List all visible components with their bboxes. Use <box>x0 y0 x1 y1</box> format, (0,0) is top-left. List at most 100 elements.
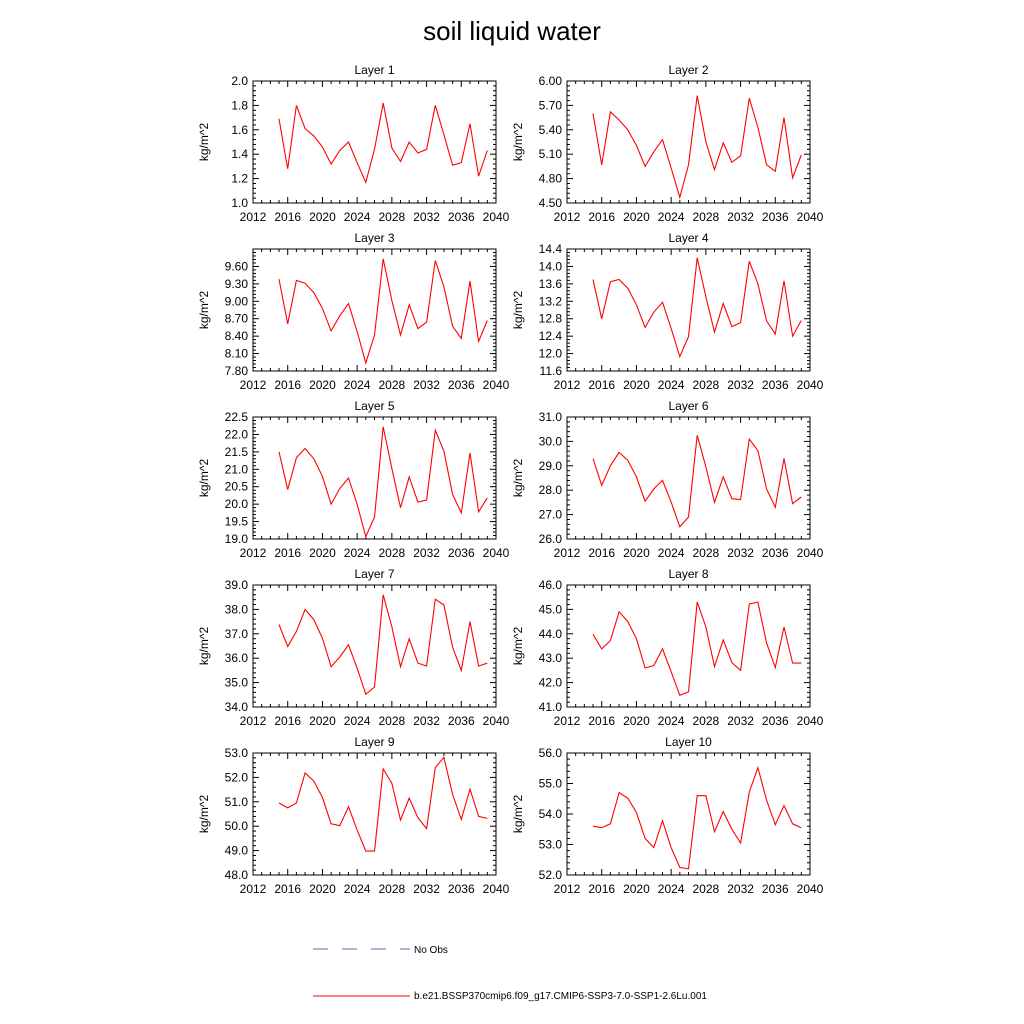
x-tick-label: 2028 <box>693 378 720 392</box>
x-tick-label: 2012 <box>554 714 581 728</box>
y-tick-label: 12.4 <box>539 329 563 343</box>
y-tick-label: 8.10 <box>225 347 249 361</box>
plot-frame <box>252 584 497 708</box>
y-tick-label: 9.30 <box>225 277 249 291</box>
x-tick-label: 2024 <box>658 714 685 728</box>
y-tick-label: 19.5 <box>225 515 249 529</box>
x-tick-label: 2028 <box>693 210 720 224</box>
x-tick-label: 2036 <box>448 378 475 392</box>
y-tick-label: 12.0 <box>539 347 563 361</box>
plot-frame <box>566 752 811 876</box>
x-tick-label: 2024 <box>344 882 371 896</box>
y-tick-label: 26.0 <box>539 532 563 546</box>
x-tick-label: 2040 <box>483 210 510 224</box>
x-tick-label: 2040 <box>797 210 824 224</box>
x-tick-label: 2016 <box>588 378 615 392</box>
y-tick-label: 8.70 <box>225 312 249 326</box>
x-tick-label: 2040 <box>797 378 824 392</box>
panel-title: Layer 8 <box>668 567 708 581</box>
plot-frame <box>566 80 811 204</box>
y-tick-label: 49.0 <box>225 844 249 858</box>
x-tick-label: 2040 <box>797 714 824 728</box>
y-tick-label: 31.0 <box>539 410 563 424</box>
y-axis-label: kg/m^2 <box>511 795 525 834</box>
y-tick-label: 21.5 <box>225 445 249 459</box>
y-tick-label: 14.0 <box>539 259 563 273</box>
y-axis-label: kg/m^2 <box>197 459 211 498</box>
x-tick-label: 2032 <box>727 378 754 392</box>
series-line <box>278 102 488 184</box>
series-line <box>278 594 488 696</box>
y-tick-label: 6.00 <box>539 74 563 88</box>
x-tick-label: 2032 <box>413 378 440 392</box>
x-tick-label: 2036 <box>762 882 789 896</box>
x-tick-label: 2020 <box>309 714 336 728</box>
x-tick-label: 2020 <box>309 546 336 560</box>
y-tick-label: 22.0 <box>225 427 249 441</box>
x-tick-label: 2028 <box>693 882 720 896</box>
y-tick-label: 50.0 <box>225 819 249 833</box>
x-tick-label: 2028 <box>379 714 406 728</box>
x-tick-label: 2016 <box>588 882 615 896</box>
x-tick-label: 2016 <box>274 210 301 224</box>
figure-title: soil liquid water <box>423 16 601 46</box>
x-tick-label: 2040 <box>483 882 510 896</box>
x-tick-label: 2020 <box>623 546 650 560</box>
y-axis-label: kg/m^2 <box>511 459 525 498</box>
y-tick-label: 44.0 <box>539 627 563 641</box>
x-tick-label: 2036 <box>448 546 475 560</box>
y-tick-label: 1.2 <box>231 172 248 186</box>
y-tick-label: 8.40 <box>225 329 249 343</box>
y-tick-label: 43.0 <box>539 651 563 665</box>
legend: No Obs b.e21.BSSP370cmip6.f09_g17.CMIP6-… <box>313 945 707 1002</box>
y-tick-label: 21.0 <box>225 462 249 476</box>
panels: Layer 1 2012 2016 2020 2024 2028 2032 2036 2040 1… <box>197 63 824 896</box>
y-axis-label: kg/m^2 <box>197 795 211 834</box>
panel-title: Layer 5 <box>354 399 394 413</box>
y-tick-label: 1.0 <box>231 196 248 210</box>
y-tick-label: 20.5 <box>225 480 249 494</box>
x-tick-label: 2036 <box>762 546 789 560</box>
x-tick-label: 2012 <box>240 714 267 728</box>
y-tick-label: 2.0 <box>231 74 248 88</box>
y-tick-label: 20.0 <box>225 497 249 511</box>
y-tick-label: 46.0 <box>539 578 563 592</box>
x-tick-label: 2024 <box>344 378 371 392</box>
y-tick-label: 27.0 <box>539 508 563 522</box>
y-axis-label: kg/m^2 <box>511 123 525 162</box>
y-tick-label: 48.0 <box>225 868 249 882</box>
y-tick-label: 42.0 <box>539 676 563 690</box>
chart-panel: Layer 7 2012 2016 2020 2024 2028 2032 2036 2040 3… <box>197 567 510 728</box>
x-tick-label: 2024 <box>344 714 371 728</box>
x-tick-label: 2028 <box>379 546 406 560</box>
y-tick-label: 12.8 <box>539 312 563 326</box>
panel-title: Layer 7 <box>354 567 394 581</box>
x-tick-label: 2016 <box>274 882 301 896</box>
x-tick-label: 2016 <box>588 210 615 224</box>
x-tick-label: 2016 <box>588 714 615 728</box>
y-tick-label: 36.0 <box>225 651 249 665</box>
y-tick-label: 52.0 <box>539 868 563 882</box>
x-tick-label: 2040 <box>797 882 824 896</box>
x-tick-label: 2024 <box>658 546 685 560</box>
chart-panel: Layer 6 2012 2016 2020 2024 2028 2032 2036 2040 2… <box>511 399 824 560</box>
chart-panel: Layer 9 2012 2016 2020 2024 2028 2032 2036 2040 4… <box>197 735 510 896</box>
x-tick-label: 2032 <box>727 210 754 224</box>
chart-panel: Layer 3 2012 2016 2020 2024 2028 2032 2036 2040 7… <box>197 231 510 392</box>
x-tick-label: 2036 <box>448 882 475 896</box>
y-tick-label: 53.0 <box>225 746 249 760</box>
y-tick-label: 34.0 <box>225 700 249 714</box>
x-tick-label: 2040 <box>797 546 824 560</box>
y-tick-label: 4.50 <box>539 196 563 210</box>
panel-title: Layer 1 <box>354 63 394 77</box>
series-line <box>278 258 488 365</box>
chart-panel: Layer 5 2012 2016 2020 2024 2028 2032 2036 2040 1… <box>197 399 510 560</box>
x-tick-label: 2032 <box>727 714 754 728</box>
x-tick-label: 2036 <box>762 378 789 392</box>
y-tick-label: 56.0 <box>539 746 563 760</box>
y-tick-label: 35.0 <box>225 676 249 690</box>
chart-panel: Layer 8 2012 2016 2020 2024 2028 2032 2036 2040 4… <box>511 567 824 728</box>
y-axis-label: kg/m^2 <box>511 291 525 330</box>
x-tick-label: 2012 <box>240 882 267 896</box>
